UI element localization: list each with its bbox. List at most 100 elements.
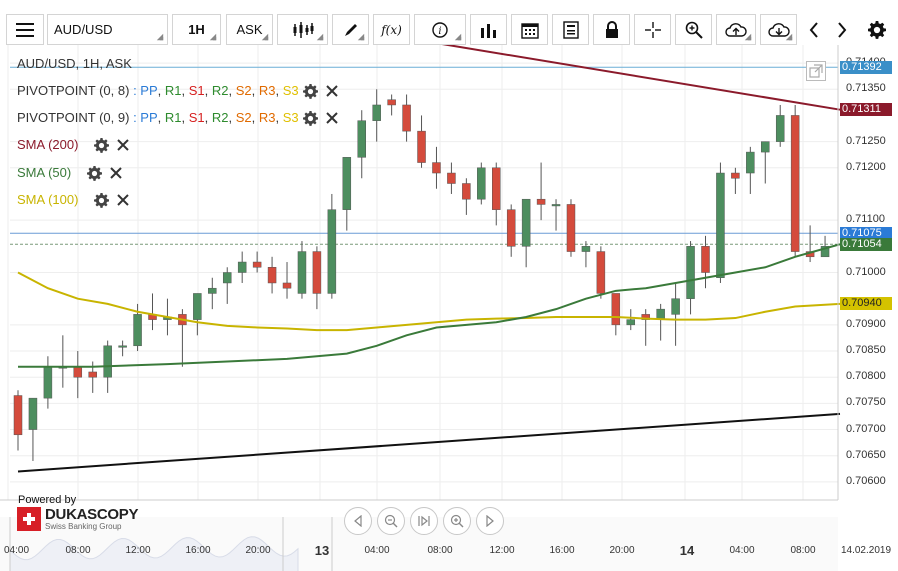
info-icon: i xyxy=(432,21,448,38)
candle-body xyxy=(193,293,202,320)
dropdown-corner-icon xyxy=(209,33,217,41)
sma-50-line xyxy=(18,243,841,368)
candle-body xyxy=(820,246,830,258)
legend-separator: , xyxy=(181,83,189,98)
fit-button[interactable] xyxy=(410,507,438,535)
draw-button[interactable] xyxy=(332,14,369,45)
price-tag: 0.71311 xyxy=(840,103,892,117)
candle-body xyxy=(372,104,381,121)
time-tick-label: 20:00 xyxy=(609,545,635,556)
load-cloud-button[interactable] xyxy=(760,14,797,45)
crosshair-button[interactable] xyxy=(634,14,671,45)
lock-button[interactable] xyxy=(593,14,630,45)
indicator-legend-row: SMA (50) xyxy=(17,165,122,181)
brand-tagline: Swiss Banking Group xyxy=(45,522,122,531)
pivot-component-label: PP xyxy=(140,83,158,98)
indicator-name[interactable]: SMA (200) xyxy=(17,137,79,152)
indicator-name[interactable]: PIVOTPOINT (0, 9) xyxy=(17,110,130,125)
price-chart[interactable] xyxy=(0,45,898,571)
candle-body xyxy=(402,104,411,132)
dropdown-corner-icon xyxy=(156,33,164,41)
zoom-in-button[interactable] xyxy=(443,507,471,535)
legend-separator: , xyxy=(275,110,283,125)
price-tick-label: 0.71350 xyxy=(846,82,886,95)
legend-separator: , xyxy=(157,83,165,98)
indicator-settings-gear-icon[interactable] xyxy=(302,110,318,126)
calendar-button[interactable] xyxy=(511,14,548,45)
fit-icon xyxy=(418,515,430,527)
candle-body xyxy=(521,198,531,247)
candle-body xyxy=(73,366,83,378)
scroll-left-button[interactable] xyxy=(344,507,372,535)
swiss-cross-icon xyxy=(17,507,41,531)
legend-separator: , xyxy=(181,110,189,125)
side-select[interactable]: ASK xyxy=(226,14,273,45)
brand-name: DUKASCOPY xyxy=(45,506,139,523)
scroll-right-icon xyxy=(486,515,494,527)
menu-button[interactable] xyxy=(6,14,44,45)
candle-body xyxy=(252,261,262,268)
popout-button[interactable] xyxy=(806,61,826,81)
candle-body xyxy=(790,115,800,252)
zoom-out-button[interactable] xyxy=(377,507,405,535)
indicator-settings-gear-icon[interactable] xyxy=(302,83,318,99)
side-value: ASK xyxy=(236,22,263,37)
candle-body xyxy=(267,267,277,284)
candle-body xyxy=(462,183,471,200)
sma-200-line xyxy=(441,45,841,111)
candle-body xyxy=(88,371,97,378)
indicator-remove-close-icon[interactable] xyxy=(110,167,122,179)
legend-separator: : xyxy=(129,83,141,98)
indicator-remove-close-icon[interactable] xyxy=(117,194,130,206)
indicator-settings-gear-icon[interactable] xyxy=(94,137,110,153)
info-button[interactable]: i xyxy=(414,14,466,45)
candle-type-button[interactable] xyxy=(277,14,328,45)
candle-body xyxy=(208,287,217,294)
function-icon: f(x) xyxy=(381,22,402,37)
candle-body xyxy=(103,345,112,378)
indicators-button[interactable]: f(x) xyxy=(373,14,410,45)
pivot-component-label: R2 xyxy=(211,83,229,98)
news-button[interactable] xyxy=(552,14,589,45)
indicator-remove-close-icon[interactable] xyxy=(325,112,338,124)
dukascopy-logo[interactable]: DUKASCOPY Swiss Banking Group xyxy=(17,507,138,531)
instrument-select[interactable]: AUD/USD xyxy=(47,14,168,45)
candle-body xyxy=(641,314,650,320)
time-tick-label: 08:00 xyxy=(790,545,816,556)
candle-body xyxy=(237,261,247,273)
scroll-back-button[interactable] xyxy=(800,14,827,45)
indicator-settings-gear-icon[interactable] xyxy=(94,192,110,208)
scroll-right-button[interactable] xyxy=(476,507,504,535)
period-value: 1H xyxy=(188,22,205,37)
period-select[interactable]: 1H xyxy=(172,14,221,45)
legend-separator: , xyxy=(204,83,212,98)
indicator-name[interactable]: PIVOTPOINT (0, 8) xyxy=(17,83,130,98)
time-tick-label: 16:00 xyxy=(549,545,575,556)
price-tick-label: 0.70900 xyxy=(846,317,886,330)
pivot-component-label: PP xyxy=(140,110,158,125)
scroll-forward-button[interactable] xyxy=(828,14,855,45)
indicator-legend-row: PIVOTPOINT (0, 8) : PP, R1, S1, R2, S2, … xyxy=(17,83,338,99)
crosshair-icon xyxy=(644,21,661,38)
indicator-settings-gear-icon[interactable] xyxy=(87,165,103,181)
price-tick-label: 0.71100 xyxy=(846,213,885,226)
indicator-name[interactable]: SMA (100) xyxy=(17,192,79,207)
candle-body xyxy=(13,395,23,436)
volume-button[interactable] xyxy=(470,14,507,45)
save-cloud-button[interactable] xyxy=(716,14,756,45)
indicator-name[interactable]: SMA (50) xyxy=(17,165,72,180)
indicator-remove-close-icon[interactable] xyxy=(117,139,130,151)
navigator-series xyxy=(9,536,299,571)
candle-body xyxy=(761,141,770,153)
legend-separator: , xyxy=(204,110,212,125)
dropdown-corner-icon xyxy=(785,33,793,41)
chart-area[interactable]: AUD/USD, 1H, ASK PIVOTPOINT (0, 8) : PP,… xyxy=(0,45,898,571)
candle-body xyxy=(417,130,426,163)
settings-button[interactable] xyxy=(862,14,892,45)
zoom-out-icon xyxy=(384,514,398,528)
zoom-button[interactable] xyxy=(675,14,712,45)
candle-body xyxy=(133,314,142,347)
indicator-remove-close-icon[interactable] xyxy=(325,85,338,97)
time-tick-label: 08:00 xyxy=(427,545,453,556)
candle-body xyxy=(611,293,621,326)
